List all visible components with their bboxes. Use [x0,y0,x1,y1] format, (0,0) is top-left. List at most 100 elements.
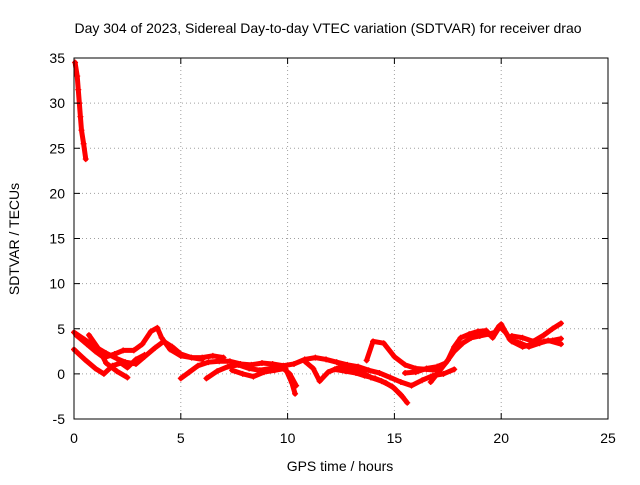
y-tick-label: 25 [49,140,65,156]
sdtvar-point [376,369,383,376]
sdtvar-point [301,358,308,365]
sdtvar-point [558,335,565,342]
sdtvar-point [476,332,483,339]
sdtvar-point [536,340,543,347]
sdtvar-point [194,362,201,369]
sdtvar-point [451,366,458,373]
sdtvar-point [96,347,103,354]
sdtvar-point [397,378,404,385]
sdtvar-point [391,353,398,360]
sdtvar-point [387,374,394,381]
sdtvar-point [444,357,451,364]
sdtvar-point [205,359,212,366]
sdtvar-point [361,372,368,379]
sdtvar-point [549,325,556,332]
sdtvar-point [120,347,127,354]
x-axis-ticks: 0 5 10 15 20 25 [70,58,616,446]
sdtvar-point [124,374,131,381]
sdtvar-point [154,324,161,331]
sdtvar-point [419,377,426,384]
grid-lines [74,58,608,419]
sdtvar-point [402,361,409,368]
sdtvar-point [214,368,221,375]
sdtvar-point [186,369,193,376]
sdtvar-point [177,352,184,359]
sdtvar-point [117,360,124,367]
sdtvar-point [199,356,206,363]
x-tick-label: 10 [280,430,296,446]
sdtvar-point [261,369,268,376]
sdtvar-point [440,370,447,377]
sdtvar-point [402,369,409,376]
sdtvar-point [545,337,552,344]
sdtvar-point [558,341,565,348]
sdtvar-point [130,347,137,354]
y-tick-label: 0 [57,366,65,382]
sdtvar-point [111,351,118,358]
sdtvar-point [83,341,90,348]
sdtvar-point [412,369,419,376]
sdtvar-point [291,360,298,367]
sdtvar-point [100,370,107,377]
sdtvar-point [177,375,184,382]
sdtvar-point [423,365,430,372]
y-tick-label: 30 [49,95,65,111]
sdtvar-point [382,379,389,386]
sdtvar-point [380,340,387,347]
sdtvar-point [342,368,349,375]
sdtvar-point [246,365,253,372]
sdtvar-point [331,366,338,373]
sdtvar-point [80,140,87,147]
sdtvar-point [363,357,370,364]
sdtvar-point [216,358,223,365]
sdtvar-point [451,343,458,350]
sdtvar-point [391,385,398,392]
sdtvar-point [292,390,299,397]
sdtvar-point [229,367,236,374]
sdtvar-point [466,331,473,338]
y-tick-label: 5 [57,321,65,337]
sdtvar-point [540,332,547,339]
sdtvar-point [239,370,246,377]
y-tick-label: 35 [49,50,65,66]
sdtvar-point [434,363,441,370]
y-axis-label: SDTVAR / TECUs [6,183,22,295]
sdtvar-point [282,365,289,372]
sdtvar-point [525,343,532,350]
sdtvar-point [370,338,377,345]
sdtvar-point [226,358,233,365]
y-tick-label: 20 [49,185,65,201]
sdtvar-point [78,127,85,134]
sdtvar-point [489,334,496,341]
sdtvar-point [474,328,481,335]
data-series-sdtvar [71,59,565,406]
sdtvar-point [139,341,146,348]
sdtvar-point [152,344,159,351]
sdtvar-point [408,382,415,389]
sdtvar-point [224,363,231,370]
sdtvar-point [483,327,490,334]
sdtvar-point [74,73,81,80]
sdtvar-track [428,321,564,385]
sdtvar-point [113,368,120,375]
sdtvar-point [325,369,332,376]
sdtvar-point [85,332,92,339]
sdtvar-point [209,352,216,359]
sdtvar-point [288,379,295,386]
sdtvar-point [365,367,372,374]
sdtvar-point [113,355,120,362]
y-tick-label: -5 [53,411,66,427]
sdtvar-point [103,360,110,367]
y-axis-ticks: -5 0 5 10 15 20 25 30 35 [49,50,608,427]
sdtvar-point [333,359,340,366]
sdtvar-point [77,113,84,120]
sdtvar-point [558,320,565,327]
sdtvar-point [427,378,434,385]
sdtvar-point [519,334,526,341]
sdtvar-point [158,334,165,341]
y-tick-label: 15 [49,231,65,247]
sdtvar-track [73,325,205,362]
sdtvar-point [271,367,278,374]
sdtvar-point [235,361,242,368]
sdtvar-point [81,356,88,363]
